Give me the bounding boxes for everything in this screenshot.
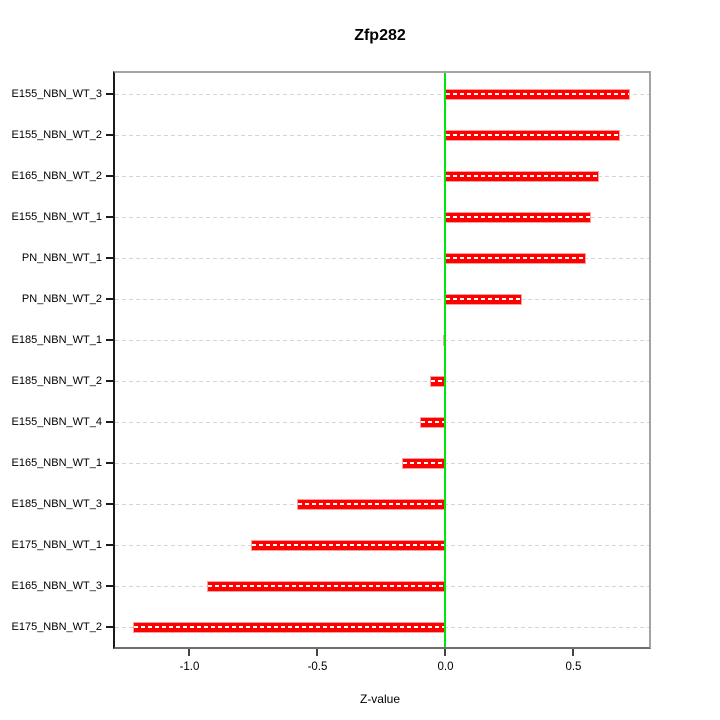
bar [133,621,446,633]
y-axis-tick [106,93,113,95]
x-axis-tick-label: 0.0 [437,661,454,673]
bar-center-dash [446,93,629,95]
y-axis-tick [106,257,113,259]
y-axis-label: E175_NBN_WT_1 [11,539,103,551]
y-axis-tick [106,380,113,382]
grid-line [115,380,649,382]
bar [430,375,446,387]
y-axis-label: E155_NBN_WT_3 [11,88,103,100]
y-axis-tick [106,585,113,587]
y-axis-label: E185_NBN_WT_3 [11,498,103,510]
y-axis-label: PN_NBN_WT_2 [21,293,102,305]
bar-center-dash [134,626,445,628]
y-axis-label: E155_NBN_WT_4 [11,416,103,428]
bar-center-dash [298,503,445,505]
grid-line [115,93,649,95]
x-axis-tick-label: -0.5 [307,661,328,673]
y-axis-tick [106,134,113,136]
y-axis-tick [106,216,113,218]
bar-center-dash [431,380,445,382]
bar-center-dash [446,298,522,300]
bar-center-dash [402,462,445,464]
grid-line [115,216,649,218]
grid-line [115,421,649,423]
y-axis-label: E155_NBN_WT_1 [11,211,103,223]
x-axis-tick [444,649,447,656]
x-axis-tick-label: -1.0 [179,661,200,673]
x-axis-tick [316,649,319,656]
y-axis-label: E165_NBN_WT_2 [11,170,103,182]
y-axis-tick [106,503,113,505]
x-axis-tick [572,649,575,656]
y-axis-tick [106,339,113,341]
y-axis-tick [106,462,113,464]
bar [445,88,630,100]
x-axis-tick [188,649,191,656]
bar-center-dash [446,134,619,136]
bar-center-dash [443,339,445,341]
bar-center-dash [420,421,445,423]
y-axis-label: E185_NBN_WT_1 [11,334,103,346]
bar [445,293,523,305]
x-axis-tick-label: 0.5 [565,661,582,673]
bar-center-dash [208,585,445,587]
y-axis-label: E185_NBN_WT_2 [11,375,103,387]
bar [297,498,446,510]
bar [401,457,446,469]
y-axis-tick [106,544,113,546]
y-axis-tick [106,626,113,628]
y-axis-label: PN_NBN_WT_1 [21,252,102,264]
y-axis-label: E155_NBN_WT_2 [11,129,103,141]
grid-line [115,339,649,341]
bar [419,416,446,428]
x-axis-title: Z-value [359,692,400,706]
grid-line [115,257,649,259]
bar [445,252,587,264]
bar-center-dash [446,257,586,259]
bar-center-dash [446,216,591,218]
y-axis-label: E165_NBN_WT_1 [11,457,103,469]
grid-line [115,134,649,136]
grid-line [115,298,649,300]
y-axis-label: E175_NBN_WT_2 [11,621,103,633]
y-axis-tick [106,175,113,177]
y-axis-tick [106,421,113,423]
grid-line [115,175,649,177]
y-axis-tick [106,298,113,300]
grid-line [115,462,649,464]
chart-title: Zfp282 [354,27,406,44]
bar [445,129,620,141]
y-axis-label: E165_NBN_WT_3 [11,580,103,592]
bar [207,580,446,592]
bar [445,170,600,182]
zero-reference-line [444,73,447,647]
bar [250,539,446,551]
bar [445,211,592,223]
bar-center-dash [251,544,445,546]
bar-center-dash [446,175,599,177]
plot-area [113,71,651,649]
